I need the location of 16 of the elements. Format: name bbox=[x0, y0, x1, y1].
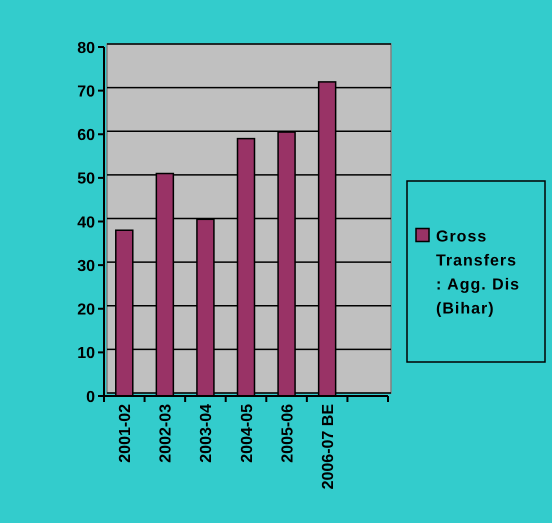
y-tick-label: 70 bbox=[77, 83, 96, 100]
y-tick-label: 20 bbox=[77, 302, 96, 319]
y-tick-label: 10 bbox=[77, 345, 96, 362]
x-tick-label: 2002-03 bbox=[158, 404, 175, 463]
x-tick-label: 2005-06 bbox=[279, 404, 296, 463]
legend-label: Gross Transfers : Agg. Dis (Bihar) bbox=[436, 228, 520, 318]
x-tick-label: 2004-05 bbox=[238, 404, 256, 463]
y-tick-label: 40 bbox=[77, 214, 96, 232]
x-tick-label: 2001-02 bbox=[117, 404, 134, 463]
x-tick-label: 2003-04 bbox=[198, 404, 216, 463]
y-tick-label: 30 bbox=[77, 258, 96, 275]
y-tick-label: 80 bbox=[77, 40, 96, 57]
x-tick-label: 2006-07 BE bbox=[320, 404, 337, 490]
y-tick-label: 60 bbox=[77, 127, 96, 144]
y-tick-label: 0 bbox=[86, 388, 96, 406]
y-tick-label: 50 bbox=[77, 170, 96, 188]
